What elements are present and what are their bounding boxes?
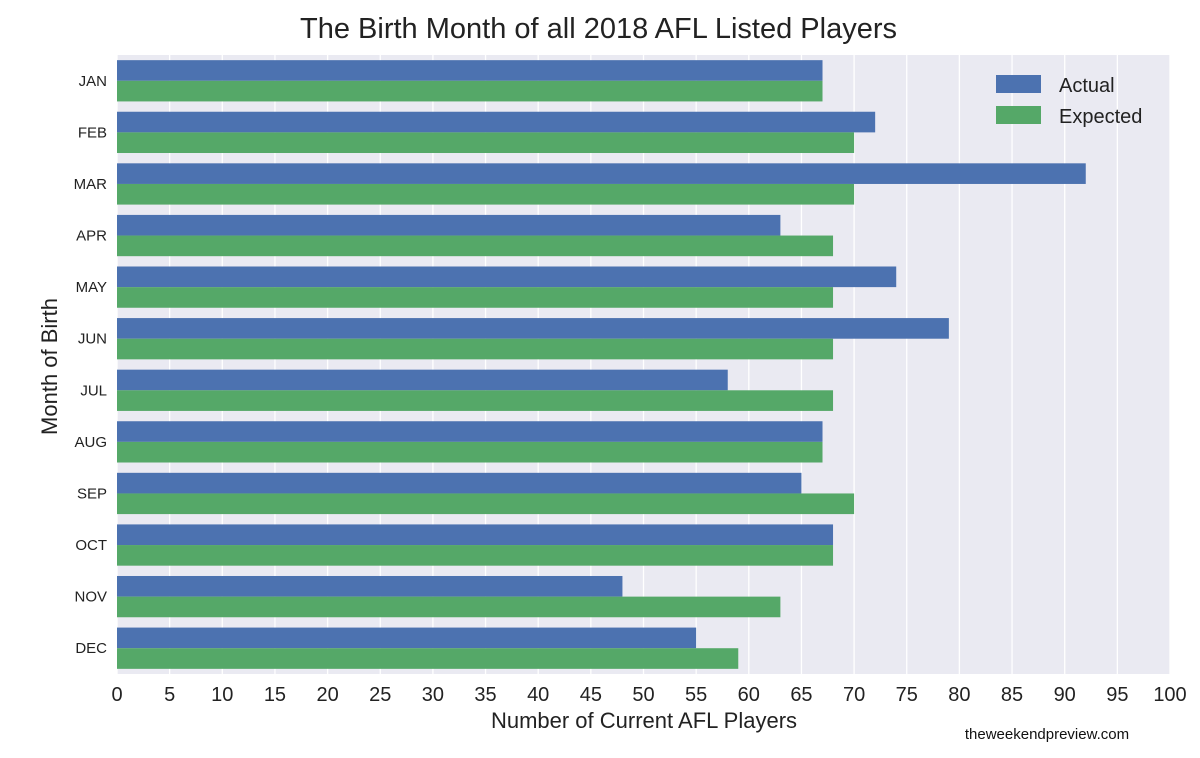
- y-category-label: JUN: [78, 331, 107, 348]
- bar-actual-jun: [117, 318, 949, 339]
- x-tick-label: 20: [316, 684, 338, 706]
- y-category-label: JUL: [80, 382, 107, 399]
- legend-label-actual: Actual: [1059, 75, 1115, 97]
- y-category-label: AUG: [74, 434, 107, 451]
- bar-actual-oct: [117, 524, 834, 546]
- x-tick-label: 80: [948, 684, 970, 706]
- x-tick-label: 90: [1054, 684, 1076, 706]
- x-tick-label: 50: [632, 684, 654, 706]
- legend-swatch-actual: [996, 75, 1041, 93]
- x-tick-label: 5: [164, 684, 175, 706]
- legend-label-expected: Expected: [1059, 106, 1142, 128]
- x-tick-label: 40: [527, 684, 549, 706]
- bar-actual-feb: [117, 111, 876, 133]
- x-tick-label: 70: [843, 684, 865, 706]
- x-tick-label: 35: [474, 684, 496, 706]
- bar-expected-sep: [117, 493, 855, 515]
- bar-actual-mar: [117, 163, 1086, 184]
- bar-actual-dec: [117, 627, 697, 649]
- x-tick-label: 85: [1001, 684, 1023, 706]
- x-tick-label: 15: [264, 684, 286, 706]
- x-tick-label: 100: [1153, 684, 1186, 706]
- x-tick-label: 10: [211, 684, 233, 706]
- x-tick-label: 0: [111, 684, 122, 706]
- bar-expected-feb: [117, 132, 855, 154]
- bars: [117, 60, 1086, 669]
- bar-expected-may: [117, 287, 834, 308]
- y-category-label: APR: [76, 228, 107, 245]
- bar-expected-mar: [117, 183, 855, 205]
- y-category-label: OCT: [75, 537, 107, 554]
- y-axis-label: Month of Birth: [37, 298, 62, 435]
- bar-expected-jul: [117, 390, 834, 411]
- x-axis-label: Number of Current AFL Players: [491, 708, 797, 733]
- grid-lines: [116, 55, 1171, 674]
- x-tick-label: 25: [369, 684, 391, 706]
- x-tick-label: 65: [790, 684, 812, 706]
- x-tick-label: 45: [580, 684, 602, 706]
- bar-actual-aug: [117, 421, 823, 442]
- x-tick-label: 75: [896, 684, 918, 706]
- x-tick-label: 55: [685, 684, 707, 706]
- bar-actual-nov: [117, 575, 623, 597]
- bar-actual-jul: [117, 369, 728, 391]
- y-category-label: SEP: [77, 485, 107, 502]
- bar-expected-jan: [117, 80, 823, 102]
- bar-expected-apr: [117, 235, 834, 257]
- watermark-text: theweekendpreview.com: [965, 726, 1129, 743]
- bar-expected-jun: [117, 338, 834, 360]
- y-category-label: JAN: [79, 73, 107, 90]
- x-tick-label: 95: [1106, 684, 1128, 706]
- bar-actual-apr: [117, 214, 781, 236]
- bar-actual-jan: [117, 60, 823, 81]
- bar-expected-aug: [117, 441, 823, 463]
- bar-expected-nov: [117, 596, 781, 618]
- legend-swatch-expected: [996, 106, 1041, 124]
- chart-title: The Birth Month of all 2018 AFL Listed P…: [300, 13, 897, 45]
- y-category-label: FEB: [78, 124, 107, 141]
- y-category-label: NOV: [74, 589, 107, 606]
- y-category-label: MAY: [76, 279, 107, 296]
- x-tick-label: 30: [422, 684, 444, 706]
- bar-expected-oct: [117, 545, 834, 566]
- bar-actual-sep: [117, 472, 802, 494]
- x-tick-labels: 0 5 10 15 20 25 30 35 40 45 50 55 60 65 70 75 80 85 90 95 10…: [111, 684, 1186, 706]
- bar-actual-may: [117, 266, 897, 288]
- x-tick-label: 60: [738, 684, 760, 706]
- y-category-label: DEC: [75, 640, 107, 657]
- bar-expected-dec: [117, 648, 739, 669]
- legend: Actual Expected: [996, 75, 1142, 128]
- y-category-label: MAR: [74, 176, 108, 193]
- y-category-labels: JAN FEB MAR APR MAY JUN JUL AUG SEP OCT NOV DEC: [74, 73, 108, 657]
